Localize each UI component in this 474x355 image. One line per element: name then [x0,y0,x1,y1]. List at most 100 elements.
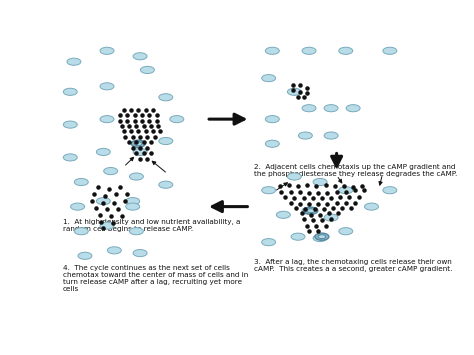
Point [129,145,137,151]
Ellipse shape [276,211,290,218]
Point [137,134,144,140]
Point [120,129,128,134]
Point [324,190,331,196]
Point [289,82,296,88]
Ellipse shape [262,187,275,194]
Point [100,200,107,205]
Point [311,207,319,212]
Point [153,118,160,123]
Point [314,190,322,196]
Point [298,211,305,216]
Ellipse shape [74,228,88,235]
Point [305,201,313,207]
Point [296,201,304,207]
Ellipse shape [265,140,279,147]
Point [114,207,122,212]
Ellipse shape [159,181,173,188]
Point [296,82,304,88]
Ellipse shape [315,233,329,240]
Point [291,196,298,201]
Ellipse shape [324,132,338,139]
Ellipse shape [262,239,275,246]
Ellipse shape [96,148,110,155]
Point [144,145,151,151]
Point [294,183,302,189]
Point [125,140,133,145]
Point [120,107,128,113]
Point [137,145,144,151]
Point [155,123,162,129]
Ellipse shape [133,53,147,60]
Ellipse shape [126,203,140,210]
Point [303,182,311,187]
Ellipse shape [96,198,110,205]
Point [116,118,124,123]
Ellipse shape [135,142,142,146]
Point [89,198,96,204]
Point [125,123,133,129]
Point [331,183,338,189]
Ellipse shape [64,121,77,128]
Point [118,123,126,129]
Point [98,219,105,224]
Point [149,107,157,113]
Ellipse shape [159,137,173,144]
Point [309,196,317,201]
Point [118,213,126,219]
Ellipse shape [64,154,77,161]
Point [351,200,359,205]
Point [355,194,363,200]
Ellipse shape [64,88,77,95]
Text: 2.  Adjacent cells chemotaxis up the cAMP gradient and
the phosphodiesterase the: 2. Adjacent cells chemotaxis up the cAMP… [254,164,457,177]
Ellipse shape [324,105,338,112]
Point [278,189,285,195]
Point [300,216,307,222]
Point [101,193,109,198]
Point [112,191,120,197]
Point [140,123,147,129]
Point [123,191,131,197]
Ellipse shape [129,173,143,180]
Point [347,205,355,211]
Point [116,112,124,118]
Ellipse shape [108,247,121,254]
Ellipse shape [100,83,114,90]
Point [322,182,329,187]
Point [326,211,333,216]
Ellipse shape [339,47,353,54]
Point [110,200,118,205]
Ellipse shape [74,179,88,186]
Ellipse shape [104,168,118,175]
Ellipse shape [262,75,275,82]
Ellipse shape [159,94,173,101]
Point [147,151,155,156]
Point [151,134,158,140]
Point [289,88,296,93]
Point [292,205,300,211]
Point [358,183,366,189]
Point [322,223,329,229]
Point [294,94,302,100]
Point [94,185,101,190]
Point [129,134,137,140]
Point [312,223,320,229]
Point [309,217,317,223]
Ellipse shape [287,173,301,180]
Text: 4.  The cycle continues as the next set of cells
chemotax toward the center of m: 4. The cycle continues as the next set o… [63,266,248,293]
Point [123,112,131,118]
Point [287,189,294,195]
Point [140,151,147,156]
Point [144,134,151,140]
Point [96,212,103,218]
Point [303,223,311,229]
Point [121,198,129,204]
Ellipse shape [265,116,279,123]
Ellipse shape [170,116,184,123]
Ellipse shape [302,207,316,214]
Ellipse shape [133,250,147,257]
Point [144,156,151,162]
Point [307,212,315,218]
Ellipse shape [287,88,301,95]
Point [318,217,326,223]
Point [333,200,340,205]
